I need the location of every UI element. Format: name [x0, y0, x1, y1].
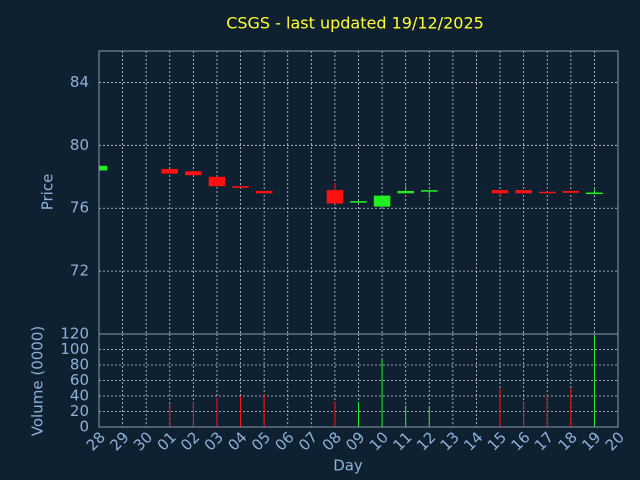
chart-title: CSGS - last updated 19/12/2025	[226, 14, 484, 33]
candle-body	[232, 186, 249, 188]
volume-tick-label: 0	[79, 418, 89, 436]
volume-tick-label: 60	[70, 371, 89, 389]
candle-body	[161, 168, 179, 174]
x-axis-label: Day	[333, 457, 363, 475]
volume-tick-label: 100	[60, 340, 89, 358]
candle-body	[326, 190, 344, 204]
y-tick-label: 80	[70, 136, 89, 154]
volume-frame	[98, 333, 619, 428]
volume-axis-label: Volume (0000)	[29, 326, 47, 436]
y-tick-label: 84	[70, 73, 89, 91]
y-tick-label: 76	[70, 199, 89, 217]
candle-body	[562, 190, 580, 193]
volume-tick-label: 120	[60, 325, 89, 343]
volume-tick-label: 80	[70, 356, 89, 374]
candle-body	[185, 171, 202, 176]
y-tick-label: 72	[70, 262, 89, 280]
candle-body	[538, 191, 556, 194]
volume-tick-label: 20	[70, 402, 89, 420]
candle-body	[255, 190, 273, 194]
candle-body	[397, 190, 414, 194]
candle-body	[99, 165, 108, 171]
candle-body	[421, 190, 438, 192]
volume-plot	[99, 334, 618, 427]
volume-tick-label: 40	[70, 387, 89, 405]
candle-body	[491, 190, 509, 194]
y-axis-label: Price	[39, 174, 57, 211]
candle-body	[208, 176, 226, 187]
candle-body	[350, 201, 367, 203]
candle-body	[586, 192, 603, 195]
candle-body	[515, 190, 532, 194]
price-plot	[99, 51, 618, 334]
candle-body	[373, 195, 391, 207]
